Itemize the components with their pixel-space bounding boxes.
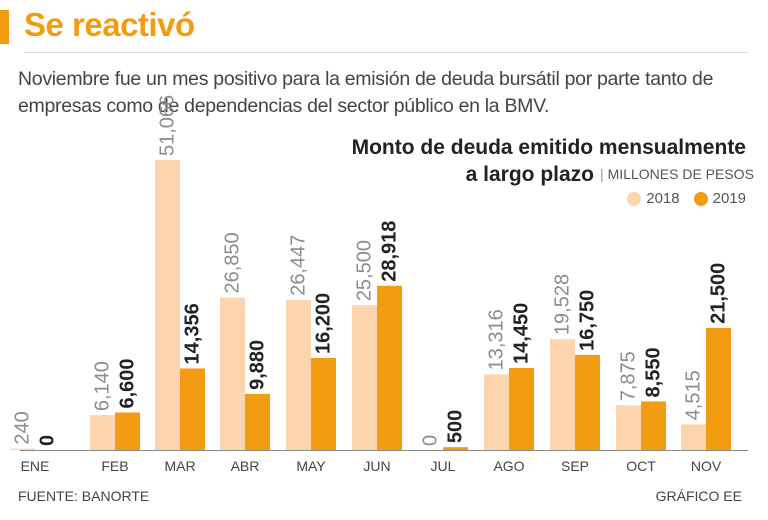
bar-2018-may [286, 299, 311, 450]
bar-2019-sep [575, 354, 600, 450]
data-label-2018-jun: 25,500 [354, 240, 376, 301]
data-label-2019-abr: 9,880 [247, 340, 269, 390]
bar-2018-mar [155, 160, 180, 450]
chart-unit: | MILLONES DE PESOS [600, 166, 754, 182]
bar-2018-ene [10, 448, 35, 450]
data-label-2019-ene: 0 [37, 435, 59, 446]
data-label-2018-may: 26,447 [288, 235, 310, 296]
x-tick-label-oct: OCT [626, 458, 656, 474]
divider [24, 52, 748, 53]
data-label-2018-jul: 0 [420, 435, 442, 446]
bar-2018-oct [616, 405, 641, 450]
data-label-2018-nov: 4,515 [683, 370, 705, 420]
bar-2019-abr [245, 393, 270, 450]
data-label-2018-oct: 7,875 [618, 351, 640, 401]
x-tick-label-ago: AGO [493, 458, 524, 474]
bar-2018-nov [681, 424, 706, 450]
data-label-2019-jul: 500 [445, 410, 467, 443]
data-label-2019-mar: 14,356 [182, 303, 204, 364]
data-label-2018-ene: 240 [12, 411, 34, 444]
data-label-2019-sep: 16,750 [577, 290, 599, 351]
intro-text: Noviembre fue un mes positivo para la em… [18, 68, 714, 117]
x-tick-label-jul: JUL [431, 458, 456, 474]
bar-2019-jun [377, 285, 402, 450]
headline: Se reactivó [24, 6, 195, 43]
x-tick-label-may: MAY [296, 458, 326, 474]
chart-title-line2: a largo plazo [465, 163, 594, 186]
data-label-2019-jun: 28,918 [379, 221, 401, 282]
data-label-2019-oct: 8,550 [643, 347, 665, 397]
bar-2019-feb [115, 412, 140, 450]
legend-swatch-2018 [627, 191, 642, 206]
bar-2019-jul [443, 447, 468, 450]
accent-bar [0, 10, 9, 44]
x-tick-label-mar: MAR [164, 458, 195, 474]
bar-2018-jun [352, 305, 377, 450]
chart-title: Monto de deuda emitido mensualmente [351, 136, 746, 159]
data-label-2018-abr: 26,850 [222, 232, 244, 293]
data-label-2018-ago: 13,316 [486, 309, 508, 370]
source-note: FUENTE: BANORTE [18, 488, 150, 504]
bar-2019-nov [706, 327, 731, 450]
data-label-2018-feb: 6,140 [92, 361, 114, 411]
x-tick-label-sep: SEP [561, 458, 589, 474]
legend-item-2019: 2019 [693, 190, 746, 207]
data-label-2019-feb: 6,600 [117, 358, 139, 408]
unit-label: MILLONES DE PESOS [607, 166, 754, 182]
data-label-2019-nov: 21,500 [708, 263, 730, 324]
legend-item-2018: 2018 [627, 190, 680, 207]
data-label-2018-mar: 51,066 [157, 95, 179, 156]
bar-2019-ago [509, 367, 534, 450]
credit-note: GRÁFICO EE [655, 488, 742, 504]
bar-2019-mar [180, 368, 205, 450]
legend-label-2018: 2018 [646, 190, 680, 207]
data-label-2019-may: 16,200 [313, 293, 335, 354]
bar-2018-abr [220, 297, 245, 450]
legend-label-2019: 2019 [712, 190, 746, 207]
x-tick-label-jun: JUN [363, 458, 390, 474]
x-tick-label-feb: FEB [101, 458, 128, 474]
x-tick-label-ene: ENE [21, 458, 50, 474]
legend-swatch-2019 [693, 191, 708, 206]
x-tick-label-nov: NOV [691, 458, 722, 474]
bar-2018-feb [90, 415, 115, 450]
x-tick-label-abr: ABR [231, 458, 260, 474]
bar-2019-oct [641, 401, 666, 450]
bar-2018-sep [550, 339, 575, 450]
legend: 2018 2019 [627, 190, 746, 207]
data-label-2019-ago: 14,450 [511, 303, 533, 364]
bar-2018-ago [484, 374, 509, 450]
data-label-2018-sep: 19,528 [552, 274, 574, 335]
bar-2019-may [311, 358, 336, 450]
